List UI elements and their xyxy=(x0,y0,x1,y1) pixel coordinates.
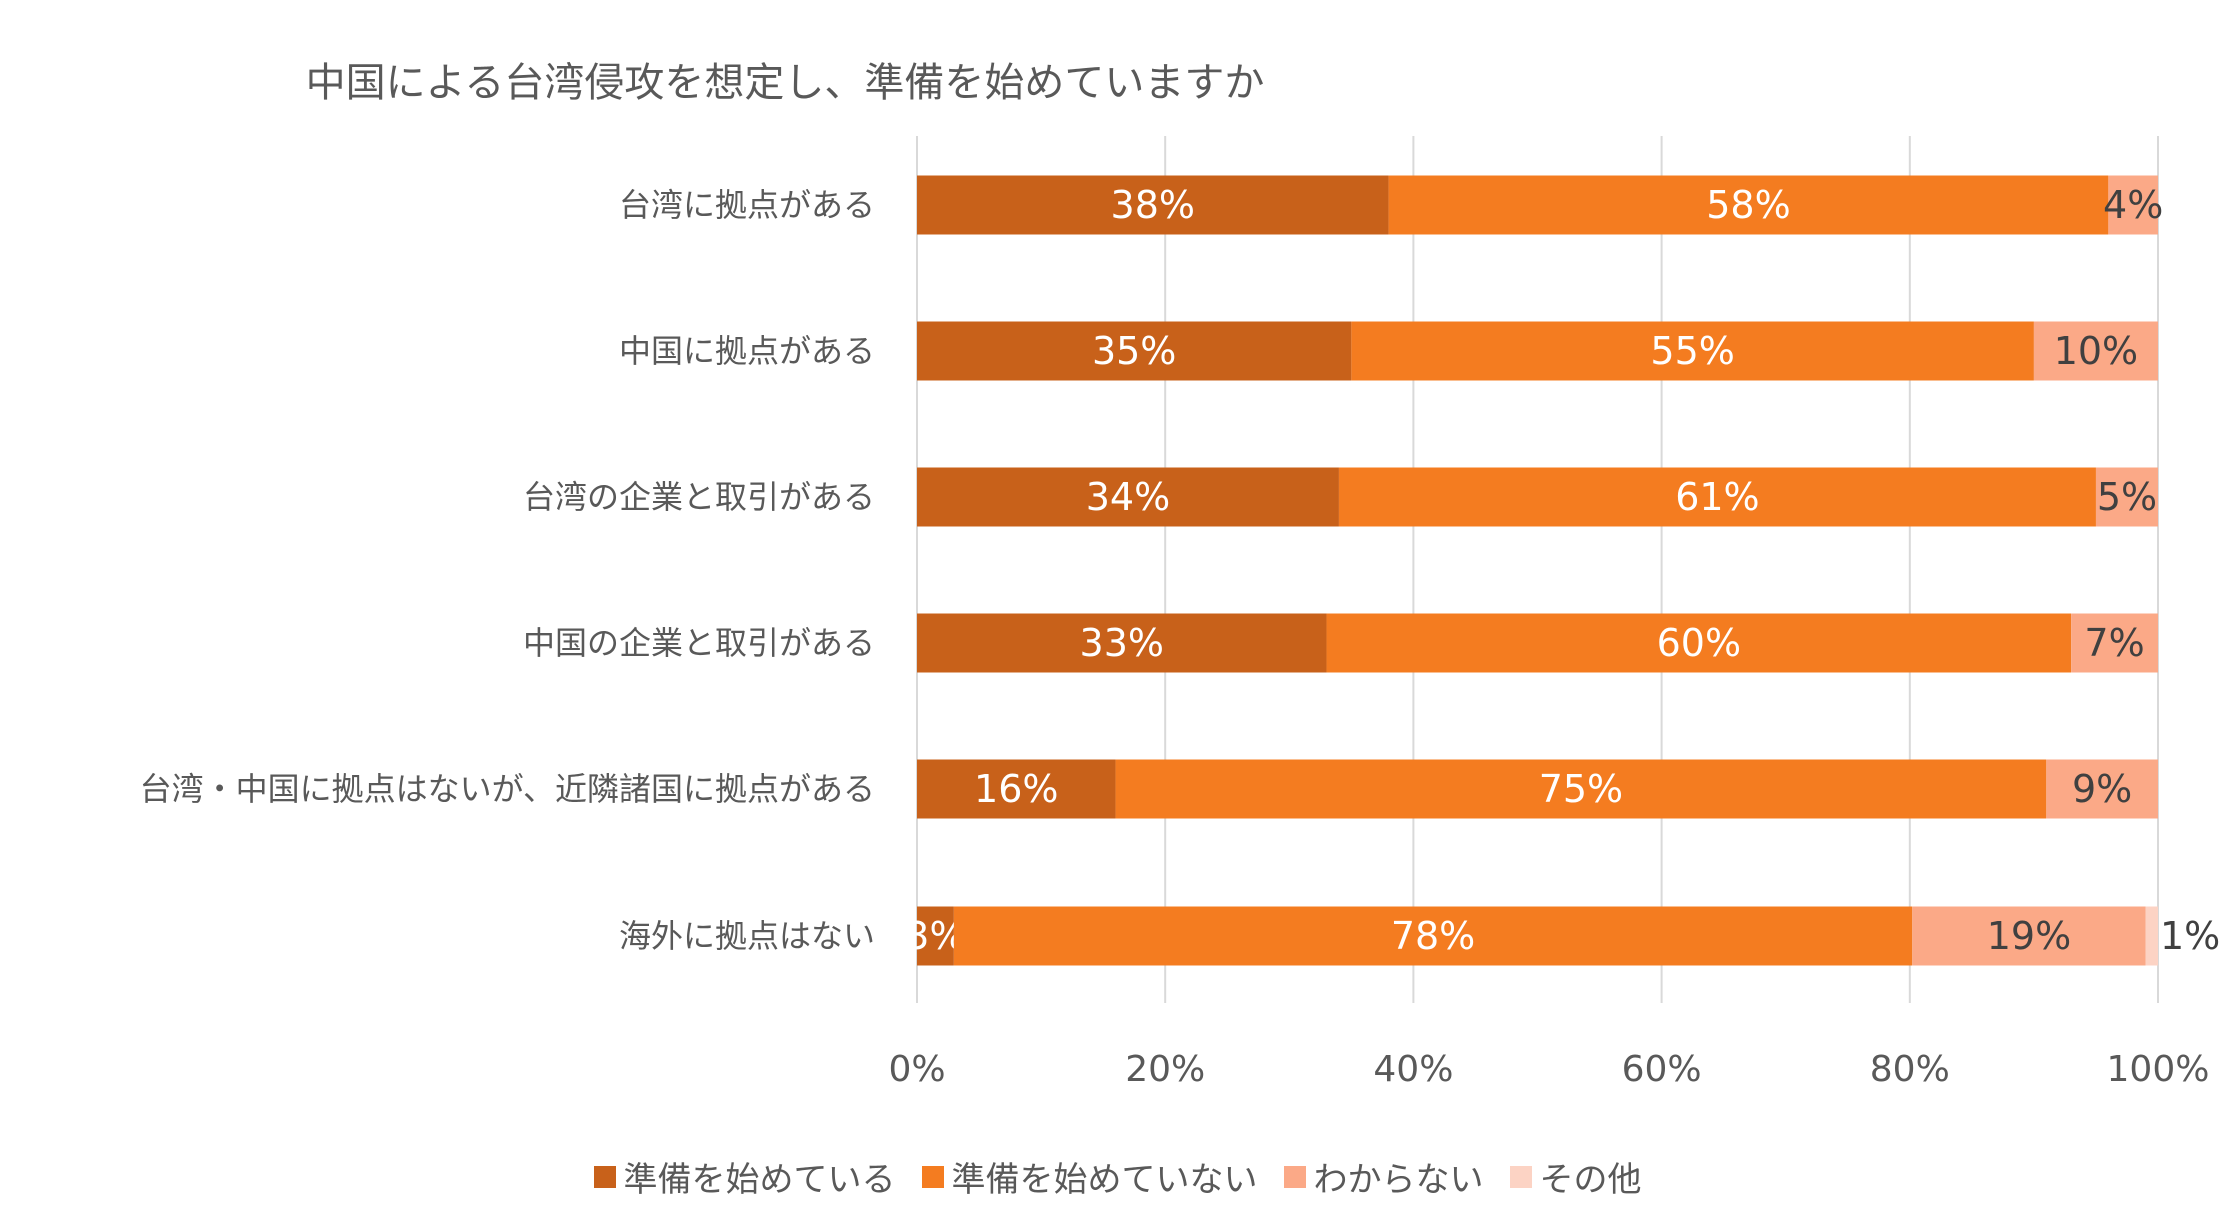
bar-segment xyxy=(1338,467,2096,527)
bar-segment xyxy=(1912,906,2146,966)
bar-segment xyxy=(1115,759,2047,819)
category-label: 中国に拠点がある xyxy=(619,332,875,370)
bar-segment xyxy=(917,906,954,966)
bar-segment xyxy=(917,175,1389,235)
chart-title: 中国による台湾侵攻を想定し、準備を始めていますか xyxy=(305,60,1265,106)
legend-label: 準備を始めている xyxy=(623,1160,896,1200)
category-label: 台湾の企業と取引がある xyxy=(523,478,875,516)
bar-segment xyxy=(917,759,1116,819)
bar-segment xyxy=(2046,759,2158,819)
data-label: 5% xyxy=(2097,475,2157,519)
data-label: 35% xyxy=(1092,329,1176,373)
x-tick-label: 100% xyxy=(2107,1049,2210,1090)
x-tick-label: 0% xyxy=(888,1049,945,1090)
legend-item: わからない xyxy=(1283,1152,1484,1201)
bar-segment xyxy=(1326,613,2072,673)
data-label: 9% xyxy=(2072,767,2132,811)
bar-segment xyxy=(917,467,1339,527)
legend-swatch xyxy=(1509,1165,1532,1188)
bar-segment xyxy=(2071,613,2158,673)
x-tick-label: 40% xyxy=(1373,1049,1453,1090)
data-label: 61% xyxy=(1675,475,1759,519)
x-tick-label: 20% xyxy=(1125,1049,1205,1090)
legend-swatch xyxy=(1283,1165,1306,1188)
bar-segment xyxy=(2095,467,2158,527)
data-label: 75% xyxy=(1539,767,1623,811)
bar-segment xyxy=(2108,175,2158,235)
legend-item: その他 xyxy=(1509,1152,1642,1201)
data-label: 16% xyxy=(974,767,1058,811)
data-label: 10% xyxy=(2054,329,2138,373)
category-label: 中国の企業と取引がある xyxy=(523,624,875,662)
legend: 準備を始めている 準備を始めていない わからない その他 xyxy=(0,1152,2235,1201)
legend-swatch xyxy=(593,1165,616,1188)
legend-label: わからない xyxy=(1313,1160,1484,1200)
bar-segment xyxy=(1351,321,2034,381)
x-tick-label: 60% xyxy=(1622,1049,1702,1090)
category-label: 台湾に拠点がある xyxy=(619,186,875,224)
legend-item: 準備を始めている xyxy=(593,1152,896,1201)
data-label: 60% xyxy=(1657,621,1741,665)
legend-item: 準備を始めていない xyxy=(921,1152,1258,1201)
data-label: 7% xyxy=(2084,621,2144,665)
legend-swatch xyxy=(921,1165,944,1188)
bar-segment xyxy=(2033,321,2158,381)
data-label: 34% xyxy=(1086,475,1170,519)
bar-segment xyxy=(953,906,1913,966)
bar-segment xyxy=(1388,175,2109,235)
bar-segment xyxy=(917,613,1327,673)
data-label: 1% xyxy=(2160,914,2220,958)
category-label: 海外に拠点はない xyxy=(619,917,875,955)
bar-segment xyxy=(2145,906,2158,966)
data-label: 38% xyxy=(1111,183,1195,227)
category-label: 台湾・中国に拠点はないが、近隣諸国に拠点がある xyxy=(140,770,875,808)
bar-segment xyxy=(917,321,1352,381)
data-label: 78% xyxy=(1391,914,1475,958)
data-label: 58% xyxy=(1706,183,1790,227)
data-label: 33% xyxy=(1080,621,1164,665)
legend-label: 準備を始めていない xyxy=(951,1160,1258,1200)
data-label: 55% xyxy=(1650,329,1734,373)
legend-label: その他 xyxy=(1539,1160,1642,1200)
data-label: 4% xyxy=(2103,183,2163,227)
x-tick-label: 80% xyxy=(1870,1049,1950,1090)
data-label: 19% xyxy=(1987,914,2071,958)
